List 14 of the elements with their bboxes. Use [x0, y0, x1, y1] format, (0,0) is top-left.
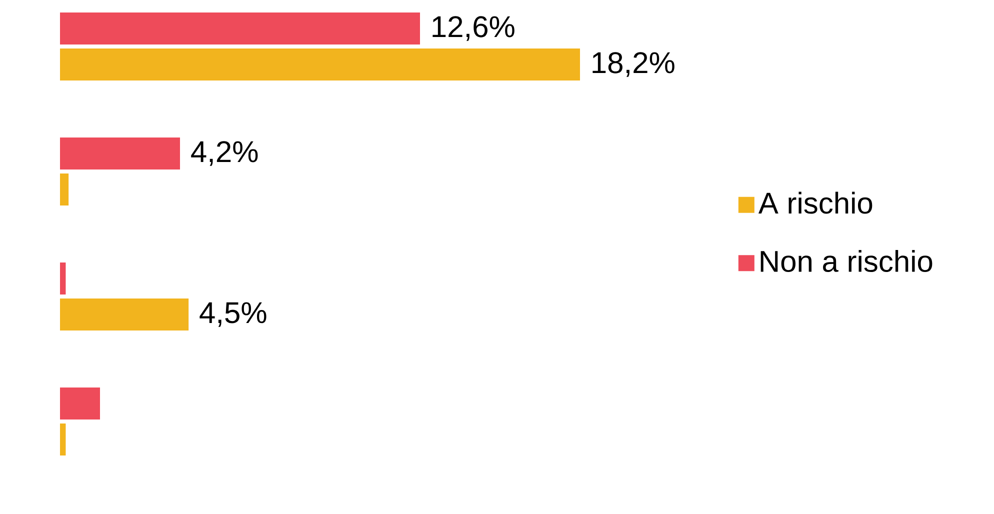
bar: [60, 12, 420, 44]
bar: [60, 48, 580, 80]
bar: [60, 138, 180, 170]
bar: [60, 388, 100, 420]
data-label: 12,6%: [432, 16, 514, 41]
legend-label: Non a rischio: [760, 250, 932, 272]
data-label: 18,2%: [592, 52, 674, 77]
bar: [60, 174, 69, 206]
bar: [60, 423, 66, 456]
bar: [60, 262, 66, 294]
bar: [60, 298, 189, 330]
data-label: 4,5%: [200, 302, 266, 327]
data-label: 4,2%: [191, 141, 258, 166]
legend-label: A rischio: [758, 192, 872, 214]
